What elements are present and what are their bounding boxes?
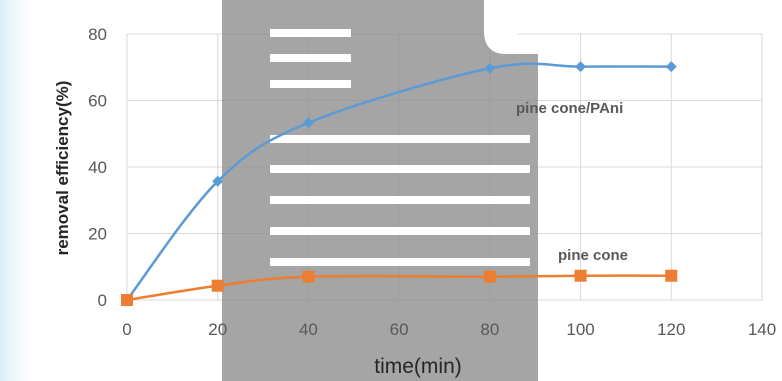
x-axis-title: time(min) xyxy=(374,355,462,378)
x-tick-label: 0 xyxy=(122,320,131,339)
data-point-square xyxy=(211,279,224,292)
x-tick-label: 80 xyxy=(480,320,499,339)
x-tick-label: 120 xyxy=(657,320,685,339)
x-tick-label: 20 xyxy=(208,320,227,339)
x-tick-label: 60 xyxy=(390,320,409,339)
series-0 xyxy=(121,61,677,306)
x-tick-label: 100 xyxy=(566,320,594,339)
y-tick-label: 20 xyxy=(88,225,107,244)
data-point-square xyxy=(574,269,587,282)
y-tick-label: 40 xyxy=(88,158,107,177)
data-point-diamond xyxy=(484,62,496,74)
data-point-diamond xyxy=(575,61,587,73)
x-tick-label: 40 xyxy=(299,320,318,339)
data-point-diamond xyxy=(212,175,224,187)
axes: 0 20 40 60 80 0 20 40 60 80 100 120 140 xyxy=(88,25,776,339)
series-layer xyxy=(121,61,678,306)
series-label-pine-cone-pani: pine cone/PAni xyxy=(516,100,623,117)
x-tick-label: 140 xyxy=(748,320,776,339)
watermark-document-icon xyxy=(222,0,538,381)
y-axis-title: removal efficiency(%) xyxy=(53,81,72,256)
series-1 xyxy=(121,269,678,306)
data-point-square xyxy=(302,270,315,283)
y-tick-label: 0 xyxy=(98,291,107,310)
data-point-diamond xyxy=(665,61,677,73)
labels: time(min) removal efficiency(%) pine con… xyxy=(53,81,628,378)
y-tick-label: 60 xyxy=(88,92,107,111)
data-point-square xyxy=(483,270,496,283)
data-point-square xyxy=(121,294,133,306)
series-label-pine-cone: pine cone xyxy=(558,247,628,264)
data-point-diamond xyxy=(302,117,314,129)
y-tick-label: 80 xyxy=(88,25,107,44)
data-point-square xyxy=(665,269,678,282)
